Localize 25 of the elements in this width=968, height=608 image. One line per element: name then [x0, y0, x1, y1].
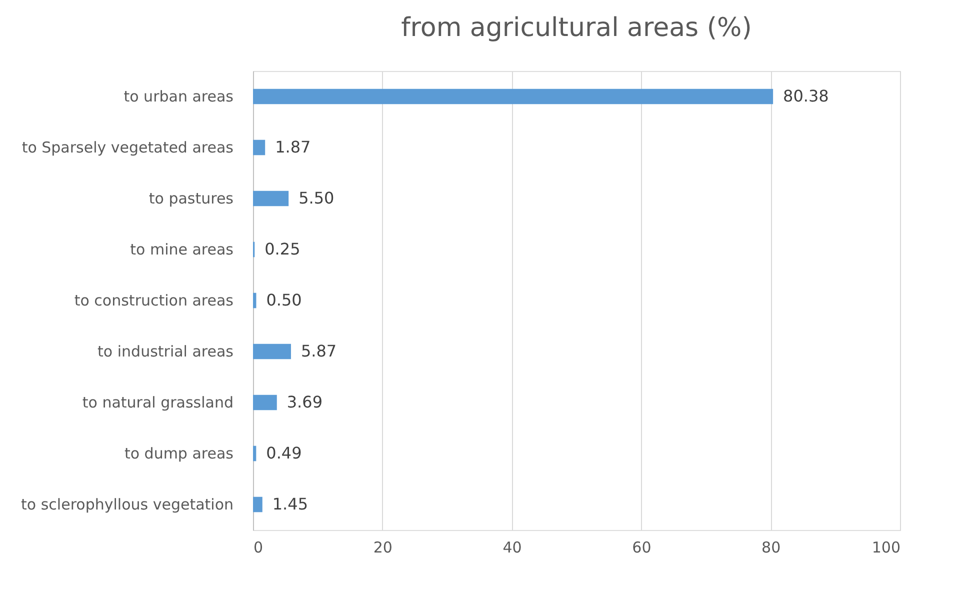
data-label: 3.69: [286, 392, 322, 412]
x-tick-label: 60: [632, 538, 652, 556]
data-label: 1.87: [275, 138, 311, 156]
x-tick-label: 20: [373, 538, 392, 556]
y-tick-label: to urban areas: [124, 88, 234, 106]
x-tick-label: 100: [872, 538, 900, 556]
x-tick-label: 80: [762, 538, 781, 556]
x-tick-label: 0: [254, 538, 264, 556]
y-tick-label: to industrial areas: [98, 342, 234, 360]
chart-title: from agricultural areas (%): [401, 13, 752, 43]
data-label: 0.49: [266, 444, 302, 462]
y-tick-label: to Sparsely vegetated areas: [22, 138, 234, 156]
y-tick-label: to mine areas: [130, 240, 234, 258]
y-tick-label: to pastures: [148, 190, 234, 208]
x-tick-label: 40: [502, 538, 522, 556]
data-label: 1.45: [272, 494, 308, 514]
y-tick-label: to construction areas: [74, 292, 234, 310]
data-label: 80.38: [783, 86, 829, 106]
data-label: 0.25: [264, 240, 300, 258]
y-tick-label: to sclerophyllous vegetation: [21, 496, 234, 514]
data-label: 0.50: [266, 290, 302, 310]
y-tick-label: to dump areas: [124, 444, 234, 462]
y-tick-label: to natural grassland: [82, 394, 234, 412]
data-label: 5.50: [298, 188, 334, 208]
data-label: 5.87: [300, 342, 337, 360]
